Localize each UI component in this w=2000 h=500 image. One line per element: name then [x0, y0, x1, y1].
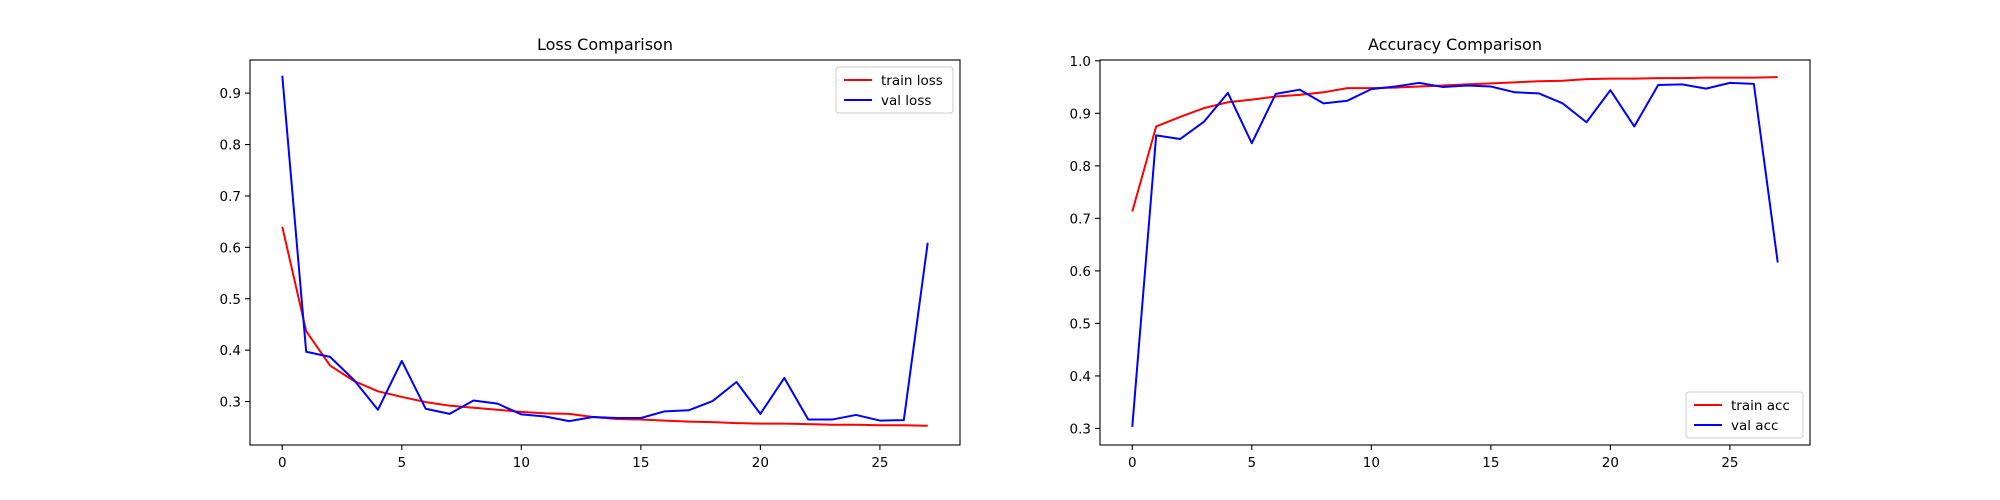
loss-series-val-loss [281, 75, 929, 423]
accuracy-x-tick-label: 10 [1363, 455, 1380, 471]
loss-y-tick-label: 0.5 [220, 292, 241, 308]
loss-legend: train loss val loss [835, 66, 954, 114]
accuracy-legend-label: val acc [1731, 418, 1778, 434]
accuracy-x-tick-label: 0 [1128, 455, 1137, 471]
accuracy-y-tick-label: 0.8 [1070, 159, 1091, 175]
accuracy-y-tick-label: 0.3 [1070, 421, 1091, 437]
accuracy-series-val-acc [1131, 81, 1779, 427]
accuracy-x-tick-label: 20 [1602, 455, 1619, 471]
loss-x-tick-label: 5 [398, 455, 407, 471]
loss-y-tick-label: 0.4 [220, 343, 241, 359]
loss-y-tick-label: 0.6 [220, 240, 241, 256]
accuracy-y-tick-label: 0.6 [1070, 264, 1091, 280]
accuracy-x-tick-label: 15 [1482, 455, 1499, 471]
loss-x-tick-label: 15 [632, 455, 649, 471]
accuracy-legend: train acc val acc [1685, 391, 1804, 439]
accuracy-series-train-acc [1131, 76, 1778, 212]
accuracy-series-group [1131, 76, 1779, 427]
loss-x-tick-label: 10 [513, 455, 530, 471]
loss-axes-frame [249, 59, 961, 446]
accuracy-axes-frame [1099, 59, 1811, 446]
loss-chart-title: Loss Comparison [537, 35, 673, 54]
accuracy-y-tick-label: 0.4 [1070, 369, 1091, 385]
loss-legend-label: val loss [881, 93, 931, 109]
loss-y-tick-label: 0.9 [220, 86, 241, 102]
accuracy-x-tick-label: 25 [1721, 455, 1738, 471]
loss-x-tick-label: 25 [871, 455, 888, 471]
loss-y-tick-label: 0.3 [220, 395, 241, 411]
accuracy-legend-label: train acc [1731, 398, 1790, 414]
loss-legend-label: train loss [881, 73, 943, 89]
accuracy-x-tick-label: 5 [1248, 455, 1257, 471]
loss-y-tick-label: 0.8 [220, 138, 241, 154]
loss-legend-box [835, 66, 954, 114]
accuracy-y-tick-label: 0.5 [1070, 316, 1091, 332]
loss-x-tick-label: 0 [278, 455, 287, 471]
loss-chart: Loss Comparison 0 5 10 15 20 25 0.3 0.4 0.5 0.6 0.7… [220, 35, 961, 471]
loss-series-train-loss [281, 226, 928, 427]
accuracy-y-tick-label: 0.9 [1070, 106, 1091, 122]
accuracy-chart: Accuracy Comparison 0 5 10 15 20 25 0.3 0.4 0.5 0.… [1070, 35, 1811, 471]
accuracy-chart-title: Accuracy Comparison [1368, 35, 1542, 54]
accuracy-y-tick-label: 1.0 [1070, 54, 1091, 70]
loss-x-tick-label: 20 [752, 455, 769, 471]
loss-series-group [281, 75, 929, 427]
accuracy-legend-box [1685, 391, 1804, 439]
loss-y-tick-label: 0.7 [220, 189, 241, 205]
accuracy-y-tick-label: 0.7 [1070, 211, 1091, 227]
